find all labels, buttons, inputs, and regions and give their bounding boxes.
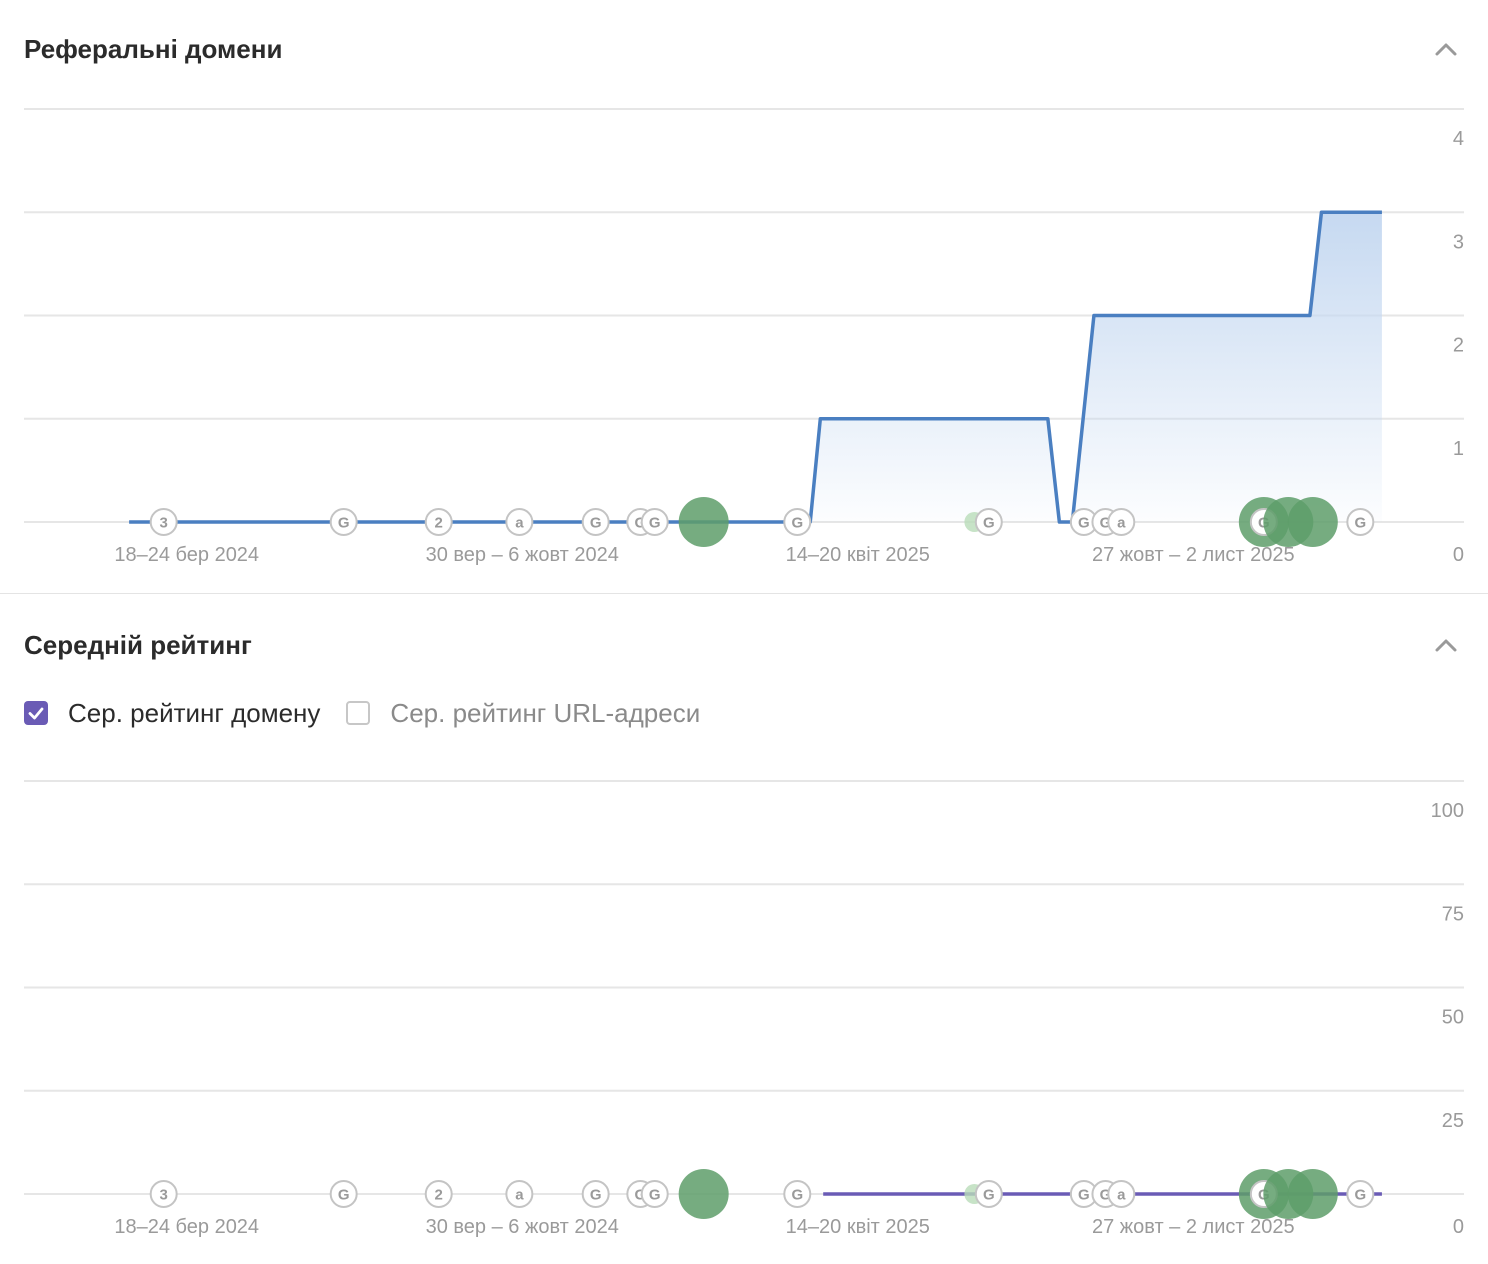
series-line — [129, 210, 1382, 524]
annotation-marker-text: 2 — [435, 515, 443, 532]
annotation-marker — [640, 508, 669, 536]
x-tick-label: 30 вер – 6 жовт 2024 — [426, 544, 619, 566]
annotation-marker-text: G — [983, 515, 995, 532]
annotation-marker — [783, 508, 812, 536]
legend-domain-rating[interactable]: Сер. рейтинг домену — [24, 696, 320, 730]
y-tick-label: 100 — [1431, 800, 1464, 822]
annotation-marker-text: a — [1117, 515, 1126, 532]
annotation-marker-text: G — [1078, 515, 1090, 532]
annotation-marker — [149, 508, 178, 536]
domain-rating-label: Сер. рейтинг домену — [68, 698, 321, 728]
average-rating-title: Середній рейтинг — [24, 630, 252, 660]
x-tick-label: 30 вер – 6 жовт 2024 — [426, 1216, 619, 1238]
annotation-marker — [783, 1180, 812, 1208]
annotation-marker-text: G — [338, 515, 350, 532]
annotation-marker — [1107, 508, 1136, 536]
y-tick-label: 4 — [1453, 128, 1464, 150]
annotation-marker-text: G — [1078, 1187, 1090, 1204]
x-tick-label: 14–20 квіт 2025 — [786, 544, 930, 566]
y-tick-label: 0 — [1453, 544, 1464, 566]
annotation-marker-text: G — [649, 1187, 661, 1204]
annotation-marker-text: 3 — [160, 1187, 168, 1204]
referring-domains-header: Реферальні домени — [24, 29, 1464, 69]
annotation-marker-text: G — [590, 515, 602, 532]
event-circle — [1287, 1169, 1338, 1219]
event-circle — [678, 497, 729, 547]
check-icon — [28, 707, 44, 720]
annotation-marker-text: G — [791, 515, 803, 532]
annotation-marker — [1346, 508, 1375, 536]
annotation-marker-text: 3 — [160, 515, 168, 532]
annotation-marker — [329, 1180, 358, 1208]
annotation-marker-text: G — [634, 1187, 646, 1204]
rating-legend: Сер. рейтинг домену Сер. рейтинг URL-адр… — [24, 696, 726, 730]
y-tick-label: 0 — [1453, 1216, 1464, 1238]
chevron-up-icon[interactable] — [1432, 35, 1460, 63]
event-circle — [1287, 497, 1338, 547]
annotation-marker-text: G — [649, 515, 661, 532]
url-rating-checkbox[interactable] — [346, 701, 371, 725]
annotation-marker-text: G — [1100, 1187, 1112, 1204]
referring-domains-title: Реферальні домени — [24, 34, 283, 64]
annotation-marker — [640, 1180, 669, 1208]
annotation-marker — [581, 508, 610, 536]
x-tick-label: 27 жовт – 2 лист 2025 — [1092, 544, 1295, 566]
x-tick-label: 18–24 бер 2024 — [114, 1216, 259, 1238]
y-tick-label: 1 — [1453, 438, 1464, 460]
y-tick-label: 3 — [1453, 231, 1464, 253]
annotation-marker-text: G — [1354, 515, 1366, 532]
annotation-marker-text: G — [338, 1187, 350, 1204]
annotation-marker — [974, 508, 1003, 536]
annotation-marker — [424, 508, 453, 536]
annotation-marker-text: a — [515, 515, 524, 532]
annotation-marker-text: a — [1117, 1187, 1126, 1204]
domain-rating-checkbox[interactable] — [24, 701, 48, 725]
series-area — [129, 212, 1382, 522]
referring-domains-chart: 0 1 2 3 4 18–24 бер 2024 30 вер – 6 жовт 2024 1… — [24, 108, 1464, 566]
annotation-marker — [1107, 1180, 1136, 1208]
annotation-marker — [1346, 1180, 1375, 1208]
y-tick-label: 75 — [1442, 903, 1464, 925]
annotation-marker-text: 2 — [435, 1187, 443, 1204]
legend-url-rating[interactable]: Сер. рейтинг URL-адреси — [346, 696, 700, 730]
annotation-marker-text: G — [1100, 515, 1112, 532]
annotation-marker — [149, 1180, 178, 1208]
annotation-marker-text: a — [515, 1187, 524, 1204]
annotation-marker — [329, 508, 358, 536]
y-tick-label: 25 — [1442, 1110, 1464, 1132]
average-rating-header: Середній рейтинг — [24, 625, 1464, 665]
annotation-marker-text: G — [1354, 1187, 1366, 1204]
x-tick-label: 14–20 квіт 2025 — [786, 1216, 930, 1238]
annotation-marker-text: G — [791, 1187, 803, 1204]
annotation-marker — [505, 508, 534, 536]
annotation-marker-text: G — [634, 515, 646, 532]
chevron-up-icon[interactable] — [1432, 631, 1460, 659]
url-rating-label: Сер. рейтинг URL-адреси — [390, 698, 701, 728]
y-tick-label: 2 — [1453, 335, 1464, 357]
x-tick-label: 18–24 бер 2024 — [114, 544, 259, 566]
x-tick-label: 27 жовт – 2 лист 2025 — [1092, 1216, 1295, 1238]
annotation-marker-text: G — [983, 1187, 995, 1204]
annotation-marker — [505, 1180, 534, 1208]
average-rating-chart: 0 25 50 75 100 18–24 бер 2024 30 вер – 6 жовт … — [24, 780, 1464, 1238]
annotation-marker — [974, 1180, 1003, 1208]
event-circle — [678, 1169, 729, 1219]
section-divider — [0, 593, 1488, 594]
annotation-marker-text: G — [590, 1187, 602, 1204]
annotation-marker — [424, 1180, 453, 1208]
y-tick-label: 50 — [1442, 1007, 1464, 1029]
annotation-marker — [581, 1180, 610, 1208]
